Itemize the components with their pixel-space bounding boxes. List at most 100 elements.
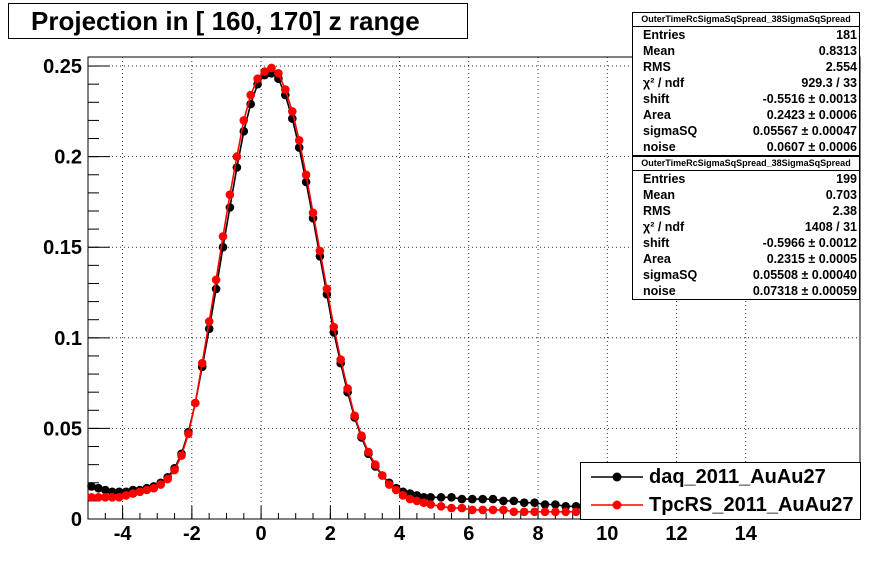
stats-row-sigmasq: sigmaSQ 0.05508 ± 0.00040 <box>633 267 859 283</box>
data-point <box>260 67 269 76</box>
stats-value: -0.5966 ± 0.0012 <box>762 236 857 250</box>
data-point <box>371 460 380 469</box>
stats-value: 0.07318 ± 0.00059 <box>752 284 857 298</box>
data-point <box>121 491 131 500</box>
stats-row-area: Area 0.2423 ± 0.0006 <box>633 107 859 123</box>
x-tick-label: 6 <box>463 523 474 545</box>
series-tpcrs <box>87 63 581 517</box>
data-point <box>281 85 290 94</box>
stats-label: noise <box>643 140 676 154</box>
data-point <box>447 503 456 513</box>
stats-label: sigmaSQ <box>643 124 698 138</box>
stats-value: 2.554 <box>825 60 857 74</box>
data-point <box>478 505 488 515</box>
legend-marker-daq <box>591 472 643 482</box>
data-point <box>551 507 560 517</box>
x-tick-label: 2 <box>325 523 336 545</box>
data-point <box>267 63 276 73</box>
data-point <box>322 284 332 294</box>
y-tick-label: 0.05 <box>43 418 82 440</box>
stats-label: noise <box>643 284 676 298</box>
stats-label: χ² / ndf <box>643 220 685 234</box>
plot-frame <box>87 56 861 520</box>
data-point <box>519 507 529 517</box>
y-tick-label: 0 <box>71 509 82 531</box>
stats-row-sigmasq: sigmaSQ 0.05567 ± 0.00047 <box>633 123 859 139</box>
stats-value: 0.703 <box>825 188 857 202</box>
y-tick-label: 0.25 <box>43 56 82 78</box>
legend-entry-daq: daq_2011_AuAu27 <box>581 463 860 491</box>
x-tick-label: -2 <box>183 523 201 545</box>
data-point <box>211 275 221 285</box>
data-point <box>329 322 339 332</box>
stats-box-title: OuterTimeRcSigmaSqSpread_38SigmaSqSpread <box>633 13 859 27</box>
data-point <box>170 465 179 475</box>
chart-title: Projection in [ 160, 170] z range <box>8 3 468 39</box>
stats-value: 2.38 <box>832 204 857 218</box>
stats-row-shift: shift -0.5966 ± 0.0012 <box>633 235 859 251</box>
stats-label: Mean <box>643 188 675 202</box>
data-point <box>436 502 446 511</box>
data-point <box>478 494 488 504</box>
data-point <box>530 498 539 508</box>
data-point <box>499 505 508 515</box>
data-point <box>128 489 138 498</box>
series-layer <box>87 63 581 517</box>
data-point <box>468 505 477 515</box>
data-point <box>426 500 436 509</box>
data-point <box>419 498 429 508</box>
stats-label: sigmaSQ <box>643 268 698 282</box>
x-tick-label: -4 <box>114 523 133 545</box>
data-point <box>211 284 221 294</box>
data-point <box>184 429 193 439</box>
data-point <box>412 496 422 506</box>
series-line <box>91 72 577 508</box>
data-point <box>530 507 539 517</box>
stats-value: 0.05508 ± 0.00040 <box>752 268 857 282</box>
stats-label: shift <box>643 92 670 106</box>
y-tick-label: 0.1 <box>54 328 82 350</box>
stats-row-noise: noise 0.07318 ± 0.00059 <box>633 283 859 299</box>
x-tick-label: 14 <box>735 523 758 545</box>
data-point <box>87 493 96 502</box>
data-point <box>488 494 498 504</box>
data-point <box>378 471 387 480</box>
data-point <box>197 358 207 368</box>
stats-box-tpcrs: OuterTimeRcSigmaSqSpread_38SigmaSqSpread… <box>632 156 860 300</box>
data-point <box>540 507 550 517</box>
data-point <box>163 474 172 484</box>
stats-box-title: OuterTimeRcSigmaSqSpread_38SigmaSqSpread <box>633 157 859 171</box>
legend-label-tpcrs: TpcRS_2011_AuAu27 <box>649 494 854 516</box>
data-point <box>468 494 477 504</box>
data-point <box>94 483 103 493</box>
stats-label: RMS <box>643 204 671 218</box>
y-tick-label: 0.15 <box>43 237 82 259</box>
data-point <box>540 500 550 509</box>
data-point <box>509 507 519 517</box>
stats-row-chi2: χ² / ndf 1408 / 31 <box>633 219 859 235</box>
stats-value: 0.0607 ± 0.0006 <box>766 140 857 154</box>
data-point <box>101 485 110 495</box>
stats-row-entries: Entries 199 <box>633 171 859 187</box>
data-point <box>336 355 346 364</box>
x-tick-label: 4 <box>394 523 406 545</box>
stats-row-rms: RMS 2.554 <box>633 59 859 75</box>
x-tick-label: 10 <box>596 523 618 545</box>
stats-row-rms: RMS 2.38 <box>633 203 859 219</box>
stats-value: 181 <box>836 28 857 42</box>
legend-label-daq: daq_2011_AuAu27 <box>649 466 826 488</box>
data-point <box>391 485 401 495</box>
stats-value: 0.05567 ± 0.00047 <box>752 124 857 138</box>
stats-row-mean: Mean 0.703 <box>633 187 859 203</box>
data-point <box>364 447 373 457</box>
x-tick-label: 12 <box>665 523 687 545</box>
data-point <box>301 170 311 180</box>
stats-label: Mean <box>643 44 675 58</box>
x-tick-label: 8 <box>532 523 543 545</box>
data-point <box>519 498 529 508</box>
data-point <box>191 398 200 408</box>
stats-value: 0.2423 ± 0.0006 <box>766 108 857 122</box>
data-point <box>288 107 297 116</box>
data-point <box>156 480 165 489</box>
